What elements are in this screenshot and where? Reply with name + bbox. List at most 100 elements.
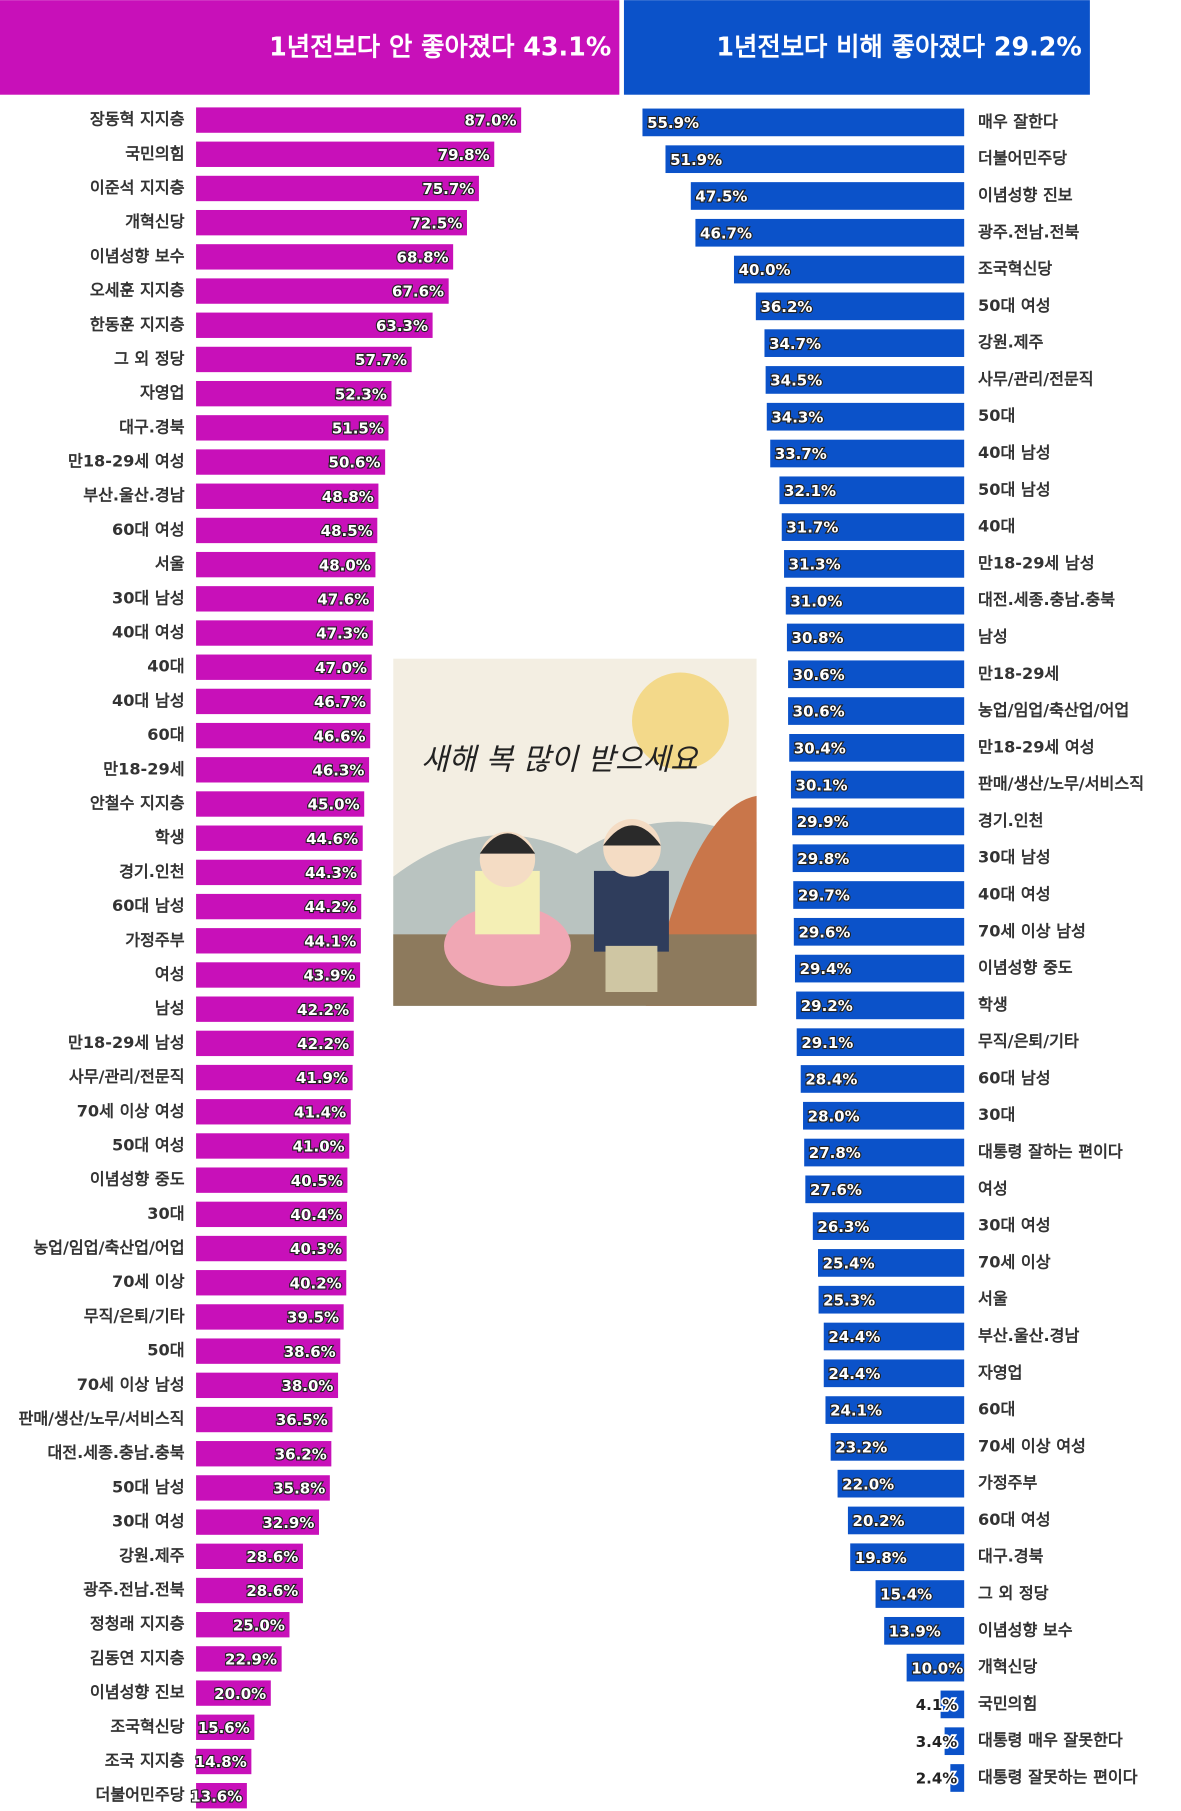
value-label: 24.4% <box>828 1365 880 1383</box>
value-label: 79.8% <box>438 146 490 164</box>
value-label: 87.0% <box>465 112 517 130</box>
value-label: 3.4% <box>916 1733 958 1751</box>
category-label: 판매/생산/노무/서비스직 <box>19 1409 185 1428</box>
category-label: 70세 이상 남성 <box>77 1375 185 1394</box>
bar <box>196 1612 290 1638</box>
value-label: 32.9% <box>262 1514 314 1532</box>
category-label: 30대 남성 <box>978 848 1051 867</box>
value-label: 31.7% <box>786 519 838 537</box>
value-label: 47.6% <box>317 590 369 608</box>
bar <box>805 1175 965 1204</box>
category-label: 농업/임업/축산업/어업 <box>978 701 1129 720</box>
bar <box>196 1167 348 1193</box>
category-label: 개혁신당 <box>125 212 185 231</box>
category-label: 김동연 지지층 <box>90 1648 185 1667</box>
category-label: 강원.제주 <box>119 1546 185 1565</box>
bar <box>196 825 363 851</box>
value-label: 35.8% <box>273 1480 325 1498</box>
bar <box>792 807 965 836</box>
bar <box>642 108 965 137</box>
value-label: 42.2% <box>297 1035 349 1053</box>
value-label: 15.4% <box>880 1586 932 1604</box>
bar <box>196 1338 341 1364</box>
value-label: 36.2% <box>760 298 812 316</box>
category-label: 50대 남성 <box>112 1477 185 1496</box>
category-label: 국민의힘 <box>125 144 184 163</box>
category-label: 부산.울산.경남 <box>83 486 184 505</box>
category-label: 남성 <box>978 627 1008 646</box>
value-label: 68.8% <box>397 249 449 267</box>
value-label: 42.2% <box>297 1001 349 1019</box>
bar <box>196 1680 271 1706</box>
chart-title: 1년전보다 안 좋아졌다 43.1% <box>269 32 611 62</box>
category-label: 30대 여성 <box>112 1512 185 1531</box>
value-label: 44.3% <box>305 864 357 882</box>
category-label: 안철수 지지층 <box>90 794 185 813</box>
category-label: 가정주부 <box>978 1473 1038 1492</box>
bar <box>196 791 365 817</box>
category-label: 70세 이상 <box>112 1272 185 1291</box>
value-label: 36.5% <box>276 1411 328 1429</box>
bar <box>825 1396 965 1424</box>
value-label: 29.6% <box>798 923 850 941</box>
bar <box>770 439 965 468</box>
value-label: 28.0% <box>808 1107 860 1125</box>
bar <box>781 513 965 541</box>
value-label: 28.6% <box>246 1582 298 1600</box>
bar <box>764 329 965 357</box>
value-label: 47.5% <box>695 188 747 206</box>
category-label: 30대 <box>978 1105 1015 1124</box>
bar <box>785 586 965 615</box>
chart-title: 1년전보다 비해 좋아졌다 29.2% <box>716 32 1081 62</box>
bar <box>196 141 495 167</box>
category-label: 40대 <box>978 517 1015 536</box>
value-label: 24.4% <box>828 1328 880 1346</box>
category-label: 서울 <box>155 554 185 573</box>
bar <box>196 1783 247 1809</box>
header-band <box>0 0 620 95</box>
bar <box>823 1359 965 1388</box>
value-label: 40.5% <box>291 1172 343 1190</box>
category-label: 남성 <box>155 999 185 1018</box>
category-label: 60대 남성 <box>978 1068 1051 1087</box>
value-label: 41.4% <box>294 1103 346 1121</box>
value-label: 34.3% <box>771 408 823 426</box>
bar <box>196 346 412 373</box>
category-label: 이념성향 중도 <box>978 958 1073 977</box>
category-label: 만18-29세 여성 <box>978 737 1095 756</box>
value-label: 38.6% <box>284 1343 336 1361</box>
bar <box>196 1235 347 1262</box>
value-label: 57.7% <box>355 351 407 369</box>
bar <box>812 1212 965 1240</box>
bar <box>950 1764 965 1792</box>
value-label: 28.6% <box>246 1548 298 1566</box>
value-label: 46.7% <box>314 693 366 711</box>
category-label: 무직/은퇴/기타 <box>84 1306 185 1325</box>
value-label: 41.9% <box>296 1069 348 1087</box>
value-label: 40.3% <box>290 1240 342 1258</box>
bar <box>792 844 965 873</box>
category-label: 대구.경북 <box>119 417 185 436</box>
category-label: 그 외 정당 <box>978 1584 1049 1603</box>
category-label: 60대 남성 <box>112 896 185 915</box>
bar <box>786 623 965 652</box>
value-label: 2.4% <box>916 1770 958 1788</box>
value-label: 44.6% <box>306 830 358 848</box>
category-label: 60대 여성 <box>112 520 185 539</box>
category-label: 40대 <box>147 657 184 676</box>
bar <box>196 859 362 886</box>
category-label: 70세 이상 여성 <box>77 1101 185 1120</box>
bar <box>196 1577 303 1604</box>
bar <box>665 145 965 174</box>
bar <box>804 1138 965 1167</box>
category-label: 40대 여성 <box>978 885 1051 904</box>
value-label: 25.4% <box>823 1255 875 1273</box>
value-label: 40.2% <box>290 1274 342 1292</box>
category-label: 장동혁 지지층 <box>90 110 185 129</box>
category-label: 더불어민주당 <box>978 149 1067 168</box>
category-label: 조국 지지층 <box>105 1751 185 1770</box>
bar <box>196 449 386 475</box>
bar <box>818 1285 965 1314</box>
value-label: 41.0% <box>293 1138 345 1156</box>
